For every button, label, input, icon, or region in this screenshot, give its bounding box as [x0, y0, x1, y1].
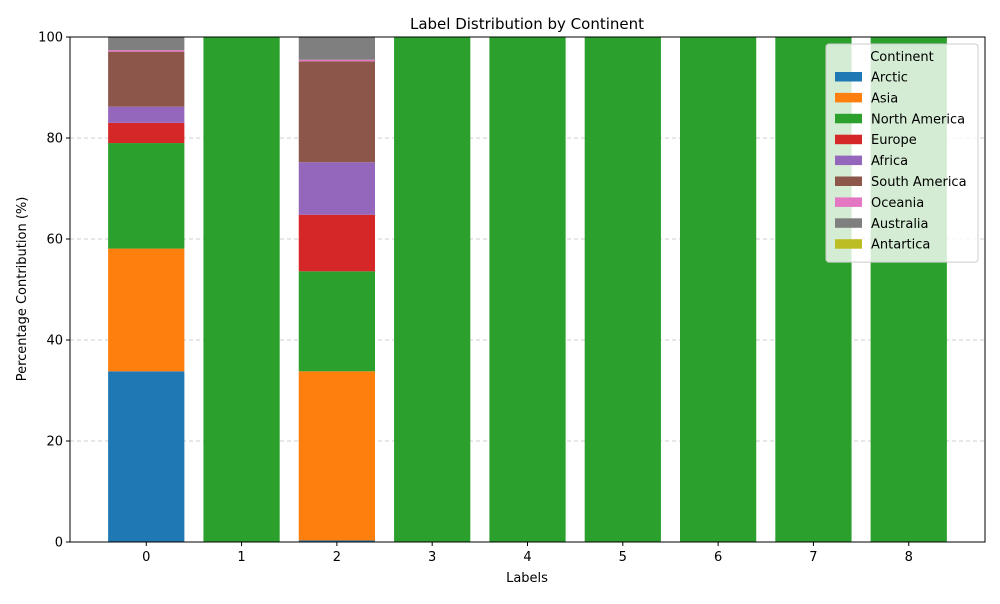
bar-segment: [298, 37, 375, 60]
bar-segment: [108, 143, 185, 249]
x-tick-label: 4: [523, 550, 531, 565]
bar-segment: [108, 51, 185, 107]
legend-label: Arctic: [871, 71, 908, 86]
bar-segment: [298, 61, 375, 163]
bar-segment: [108, 248, 185, 372]
legend-swatch: [835, 72, 862, 82]
bar-segment: [108, 371, 185, 542]
x-axis-label: Labels: [506, 571, 548, 586]
bar-segment: [108, 122, 185, 144]
legend-title: Continent: [870, 50, 934, 65]
bars-layer: [108, 37, 947, 542]
x-tick-label: 0: [142, 550, 150, 565]
legend-label: South America: [871, 175, 967, 190]
y-tick-label: 80: [46, 132, 63, 147]
y-tick-label: 20: [46, 435, 63, 450]
x-tick-label: 6: [714, 550, 722, 565]
legend-label: Australia: [871, 217, 929, 232]
y-tick-label: 40: [46, 334, 63, 349]
legend-swatch: [835, 197, 862, 207]
bar-segment: [298, 214, 375, 272]
legend-label: North America: [871, 112, 965, 127]
bar-segment: [108, 50, 185, 52]
legend-label: Oceania: [871, 196, 924, 211]
legend-box: [825, 43, 979, 263]
legend-swatch: [835, 92, 862, 103]
y-tick-label: 0: [55, 536, 63, 551]
x-tick-label: 3: [428, 550, 436, 565]
bar-segment: [394, 37, 471, 542]
legend-swatch: [835, 155, 862, 166]
bar-segment: [298, 271, 375, 372]
x-tick-label: 7: [809, 550, 817, 565]
legend-label: Asia: [871, 91, 898, 106]
bar-segment: [298, 59, 375, 62]
bar-segment: [203, 37, 280, 542]
legend-swatch: [835, 239, 862, 249]
legend-label: Africa: [871, 154, 908, 169]
x-tick-label: 5: [619, 550, 627, 565]
legend-label: Europe: [871, 133, 917, 148]
x-tick-label: 8: [905, 550, 913, 565]
y-axis-label: Percentage Contribution (%): [15, 197, 30, 382]
bar-segment: [584, 37, 661, 542]
legend-swatch: [835, 134, 862, 145]
axes-layer: 0 20 40 60 80 100 0 1 2 3 4 5 6 7 8: [38, 31, 986, 565]
y-tick-label: 60: [46, 233, 63, 248]
chart-title: Label Distribution by Continent: [410, 15, 644, 33]
bar-segment: [298, 162, 375, 215]
x-tick-label: 2: [333, 550, 341, 565]
bar-segment: [298, 371, 375, 541]
bar-segment: [298, 540, 375, 542]
bar-segment: [108, 37, 185, 51]
bar-segment: [108, 106, 185, 123]
bar-segment: [489, 37, 566, 542]
legend: Continent Arctic Asia North America Europe Af…: [825, 43, 979, 263]
x-tick-label: 1: [237, 550, 245, 565]
legend-label: Antartica: [871, 238, 930, 253]
legend-swatch: [835, 176, 862, 186]
y-tick-label: 100: [38, 31, 63, 46]
bar-segment: [680, 37, 757, 542]
legend-swatch: [835, 113, 862, 124]
legend-swatch: [835, 218, 862, 228]
